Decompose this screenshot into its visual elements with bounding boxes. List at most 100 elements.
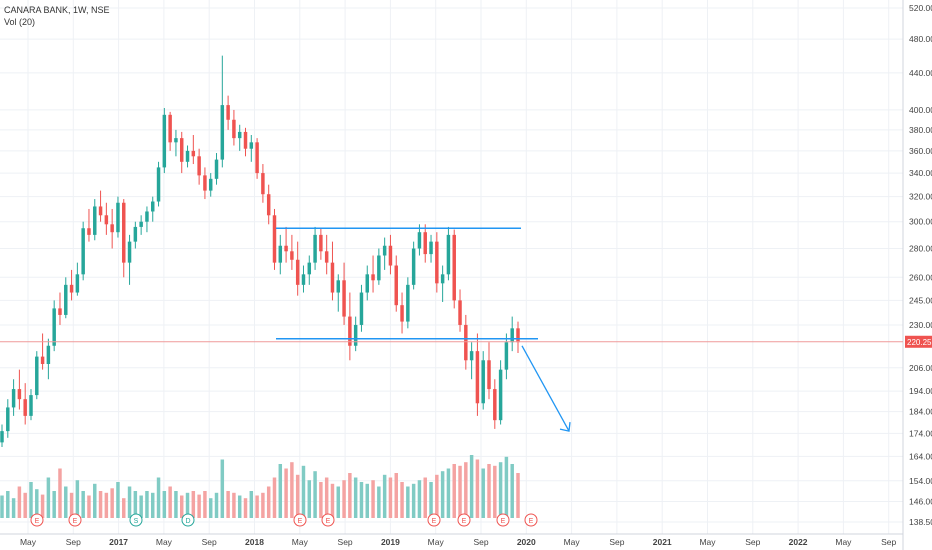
candle-body <box>203 175 207 191</box>
event-marker-E <box>68 513 82 527</box>
volume-bar <box>243 498 248 518</box>
price-tick-label: 320.00 <box>909 192 932 202</box>
volume-bar <box>278 464 283 518</box>
volume-bar <box>191 491 196 518</box>
volume-bar <box>214 492 219 518</box>
volume-bar <box>400 482 404 518</box>
candle-body <box>168 114 172 143</box>
event-marker-label: D <box>185 518 190 525</box>
candle-body <box>446 234 451 275</box>
candle-body <box>261 173 265 195</box>
candle-body <box>266 194 271 216</box>
candle-body <box>87 228 91 235</box>
volume-bar <box>220 459 225 518</box>
volume-bar <box>382 474 387 518</box>
price-tick-label: 400.00 <box>909 105 932 115</box>
candle-body <box>423 232 427 255</box>
candle-body <box>504 342 509 370</box>
volume-bar <box>440 471 445 518</box>
candle-body <box>336 280 341 293</box>
symbol-title: CANARA BANK, 1W, NSE <box>4 5 110 15</box>
event-marker-E <box>321 513 335 527</box>
volume-bar <box>127 486 132 518</box>
candle-body <box>272 215 277 263</box>
candle-body <box>319 234 323 252</box>
candle-body <box>278 245 283 263</box>
candle-body <box>127 241 132 263</box>
candle-body <box>371 274 375 281</box>
volume-bar <box>237 495 242 518</box>
candle-body <box>481 360 485 404</box>
volume-bar <box>203 491 207 518</box>
candle-body <box>365 274 369 293</box>
price-tick-label: 340.00 <box>909 168 932 178</box>
volume-bar <box>475 459 480 518</box>
candle-body <box>498 369 503 421</box>
candle-body <box>342 280 346 317</box>
volume-bar <box>249 491 254 518</box>
candle-body <box>23 399 27 416</box>
candle-body <box>510 328 514 343</box>
volume-bar <box>69 492 74 518</box>
candle-body <box>191 150 196 157</box>
volume-bar <box>406 486 410 518</box>
time-tick-label: Sep <box>745 537 760 547</box>
price-tick-label: 174.00 <box>909 428 932 438</box>
candle-body <box>104 215 109 225</box>
volume-bar <box>116 482 120 518</box>
last-price-label: 220.25 <box>907 338 932 347</box>
volume-bar <box>435 474 439 518</box>
candle-body <box>75 274 80 293</box>
volume-bar <box>411 483 416 518</box>
volume-bar <box>104 492 109 518</box>
volume-bar <box>359 482 364 518</box>
volume-bar <box>122 498 126 518</box>
time-tick-label: Sep <box>881 537 896 547</box>
candle-body <box>226 105 230 120</box>
volume-bar <box>452 464 456 518</box>
candle-body <box>179 138 184 162</box>
volume-bar <box>29 482 33 518</box>
event-marker-label: E <box>326 518 331 525</box>
candle-body <box>406 284 410 322</box>
price-tick-label: 164.00 <box>909 451 932 461</box>
candle-body <box>174 138 178 143</box>
volume-bar <box>394 473 398 518</box>
price-tick-label: 206.00 <box>909 363 932 373</box>
volume-bar <box>446 468 451 518</box>
candle-body <box>156 167 161 202</box>
candle-body <box>232 119 236 139</box>
volume-label: Vol (20) <box>4 17 36 27</box>
candle-body <box>46 345 51 365</box>
candle-body <box>458 300 462 325</box>
volume-bar <box>11 498 16 518</box>
candle-body <box>58 308 62 315</box>
volume-bar <box>429 482 433 518</box>
candle-body <box>11 389 16 408</box>
volume-bar <box>261 492 265 518</box>
candle-body <box>394 265 398 306</box>
event-marker-label: E <box>432 518 437 525</box>
candle-body <box>429 241 433 255</box>
volume-bar <box>498 462 503 518</box>
volume-bar <box>87 495 91 518</box>
candle-body <box>330 262 335 293</box>
volume-bar <box>208 498 213 518</box>
time-tick-label: 2017 <box>109 537 128 547</box>
candle-body <box>348 316 352 346</box>
candle-body <box>98 206 103 216</box>
event-marker-label: E <box>501 518 506 525</box>
event-marker-E <box>293 513 307 527</box>
volume-bar <box>98 491 103 518</box>
volume-bar <box>226 491 230 518</box>
time-tick-label: Sep <box>66 537 81 547</box>
time-tick-label: 2019 <box>381 537 400 547</box>
candle-body <box>214 159 219 179</box>
volume-bar <box>75 480 80 518</box>
candle-body <box>464 324 468 361</box>
volume-bar <box>6 491 10 518</box>
candle-body <box>435 241 439 284</box>
volume-bar <box>295 474 300 518</box>
